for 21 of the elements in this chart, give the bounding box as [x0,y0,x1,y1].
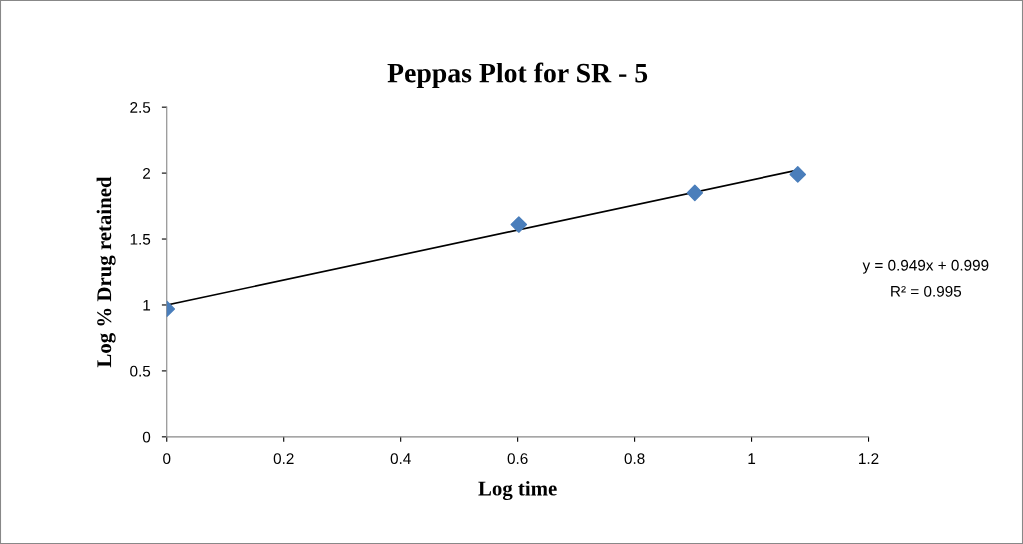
x-tick-label: 0 [163,453,171,465]
y-tick-label: 2 [143,167,151,179]
chart-title: Peppas Plot for SR - 5 [387,62,648,89]
x-tick-label: 0.2 [273,453,294,465]
point [789,166,807,183]
y-tick-label: 0 [142,431,151,443]
point [686,184,704,202]
y-axis-title: Log % Drug retained [96,176,116,368]
x-tick-label: 0.6 [507,453,528,465]
y-tick-label: 1.5 [130,234,151,245]
y-tick-label: 2.5 [130,102,151,113]
x-tick-label: 1 [748,453,756,464]
x-tick-label: 1.2 [859,453,879,464]
y-tick-label: 1 [143,299,151,311]
y-tick-label: 0.5 [130,365,151,377]
x-tick-label: 0.4 [390,453,411,465]
x-axis-title: Log time [478,480,557,500]
annotation: y = 0.949x + 0.999 [862,259,989,274]
x-tick-label: 0.8 [624,453,645,465]
point [510,216,528,233]
text: R² = 0.995 [891,285,962,297]
